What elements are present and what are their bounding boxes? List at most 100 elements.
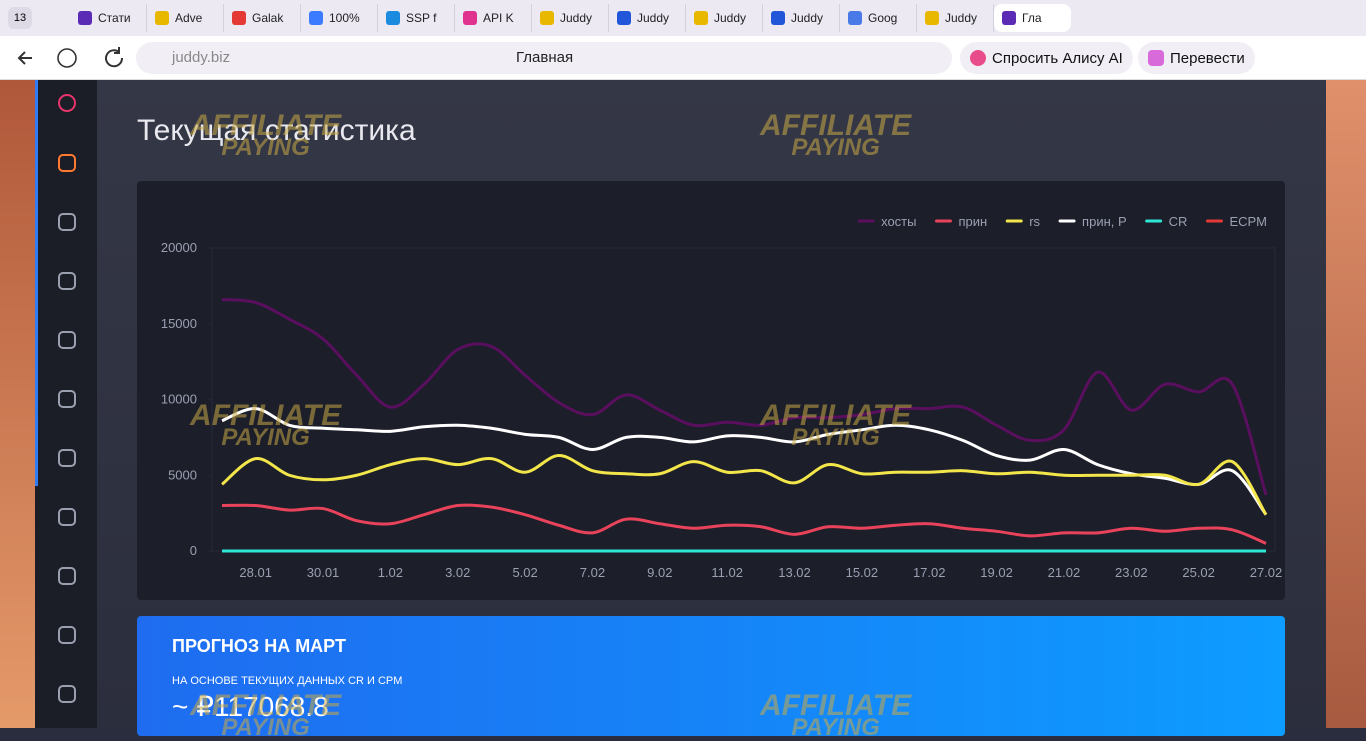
legend-label[interactable]: CR — [1169, 214, 1188, 229]
nav-buttons[interactable] — [10, 36, 130, 80]
series-line — [221, 407, 1268, 516]
x-tick-label: 7.02 — [580, 565, 605, 580]
forecast-title: ПРОГНОЗ НА МАРТ — [172, 636, 346, 656]
tab-icon — [540, 11, 554, 25]
sidebar-icon[interactable] — [58, 685, 76, 703]
tab[interactable]: Goog — [840, 4, 917, 32]
x-tick-label: 3.02 — [445, 565, 470, 580]
legend: ECPM CR прин, Р rs прин хосты — [857, 214, 1267, 229]
sidebar-icon[interactable] — [58, 390, 76, 408]
sidebar-icon[interactable] — [58, 94, 76, 112]
series-line — [221, 503, 1267, 545]
url-field[interactable]: juddy.biz Главная — [136, 42, 952, 74]
address-bar: juddy.biz Главная Спросить Алису AI Пере… — [0, 36, 1366, 80]
tab-icon — [925, 11, 939, 25]
sidebar-icon[interactable] — [58, 567, 76, 585]
tab[interactable]: Juddy — [532, 4, 609, 32]
tab-icon — [309, 11, 323, 25]
tab-title: SSP f — [406, 11, 437, 25]
x-tick-label: 15.02 — [846, 565, 879, 580]
sidebar-icon[interactable] — [58, 331, 76, 349]
y-tick-label: 15000 — [161, 316, 197, 331]
tab-icon — [386, 11, 400, 25]
page-title: Главная — [516, 49, 574, 66]
chart: 0 5000 10000 15000 20000 28.01 30.01 1.02 3.02 5.… — [161, 214, 1283, 580]
tab-title: Гла — [1022, 11, 1042, 25]
sidebar-icon[interactable] — [58, 449, 76, 467]
legend-label[interactable]: прин, Р — [1082, 214, 1127, 229]
tab-title: Galak — [252, 11, 284, 25]
translate-label: Перевести — [1170, 49, 1245, 67]
x-tick-label: 19.02 — [980, 565, 1013, 580]
x-tick-label: 11.02 — [711, 565, 743, 580]
tab-title: Adve — [175, 11, 203, 25]
x-tick-label: 1.02 — [378, 565, 403, 580]
tab[interactable]: Juddy — [917, 4, 994, 32]
series-line — [221, 298, 1268, 496]
y-tick-label: 20000 — [161, 240, 197, 255]
tab-icon — [771, 11, 785, 25]
background-art — [0, 80, 35, 728]
y-tick-label: 0 — [190, 543, 197, 558]
x-tick-label: 27.02 — [1250, 565, 1283, 580]
x-tick-label: 9.02 — [647, 565, 672, 580]
tab-icon — [1002, 11, 1016, 25]
page-heading: Текущая статистика — [137, 114, 416, 147]
tab[interactable]: SSP f — [378, 4, 455, 32]
tab-icon — [78, 11, 92, 25]
forecast-subtitle: НА ОСНОВЕ ТЕКУЩИХ ДАННЫХ CR И CPM — [172, 675, 403, 687]
tab[interactable]: API K — [455, 4, 532, 32]
tab-strip: 13 Стати Adve Galak 100% SSP f API K Juddy Judd… — [0, 0, 1366, 36]
x-tick-label: 13.02 — [778, 565, 811, 580]
tab-title: Стати — [98, 11, 131, 25]
tab-title: Juddy — [791, 11, 824, 25]
plot-frame — [211, 247, 1276, 552]
tab[interactable]: Гла — [994, 4, 1071, 32]
background-art — [1326, 80, 1366, 728]
tab-title: 100% — [329, 11, 360, 25]
sidebar-icon[interactable] — [58, 154, 76, 172]
x-tick-label: 5.02 — [512, 565, 537, 580]
tab-list: Стати Adve Galak 100% SSP f API K Juddy Juddy Ju… — [70, 4, 1071, 32]
chart-panel: 0 5000 10000 15000 20000 28.01 30.01 1.02 3.02 5.… — [137, 181, 1285, 600]
url: juddy.biz — [172, 49, 231, 66]
tab-icon — [232, 11, 246, 25]
tab-icon — [463, 11, 477, 25]
x-tick-label: 25.02 — [1182, 565, 1215, 580]
y-tick-label: 5000 — [168, 467, 197, 482]
tab[interactable]: Стати — [70, 4, 147, 32]
translate-button[interactable]: Перевести — [1138, 42, 1255, 74]
x-tick-label: 30.01 — [307, 565, 340, 580]
tab-title: Goog — [868, 11, 898, 25]
alice-button[interactable]: Спросить Алису AI — [960, 42, 1133, 74]
tab[interactable]: 100% — [301, 4, 378, 32]
tab-title: Juddy — [637, 11, 670, 25]
x-tick-label: 17.02 — [913, 565, 946, 580]
forecast-card: ПРОГНОЗ НА МАРТ НА ОСНОВЕ ТЕКУЩИХ ДАННЫХ… — [137, 616, 1285, 736]
tab-count[interactable]: 13 — [8, 7, 32, 29]
tab-icon — [848, 11, 862, 25]
tab[interactable]: Juddy — [686, 4, 763, 32]
legend-label[interactable]: ECPM — [1229, 214, 1267, 229]
sidebar-icon[interactable] — [58, 626, 76, 644]
tab[interactable]: Adve — [147, 4, 224, 32]
tab-title: Juddy — [945, 11, 978, 25]
tab-title: Juddy — [714, 11, 747, 25]
legend-label[interactable]: прин — [958, 214, 987, 229]
legend-label[interactable]: rs — [1029, 214, 1040, 229]
tab[interactable]: Galak — [224, 4, 301, 32]
tab-icon — [155, 11, 169, 25]
y-tick-label: 10000 — [161, 392, 197, 407]
sidebar-icon[interactable] — [58, 508, 76, 526]
sidebar-icon[interactable] — [58, 213, 76, 231]
legend-label[interactable]: хосты — [881, 214, 916, 229]
tab-icon — [617, 11, 631, 25]
series-line — [221, 454, 1268, 516]
alice-label: Спросить Алису AI — [992, 49, 1123, 67]
tab[interactable]: Juddy — [609, 4, 686, 32]
tab[interactable]: Juddy — [763, 4, 840, 32]
tab-title: Juddy — [560, 11, 593, 25]
sidebar-icon[interactable] — [58, 272, 76, 290]
x-tick-label: 28.01 — [239, 565, 272, 580]
